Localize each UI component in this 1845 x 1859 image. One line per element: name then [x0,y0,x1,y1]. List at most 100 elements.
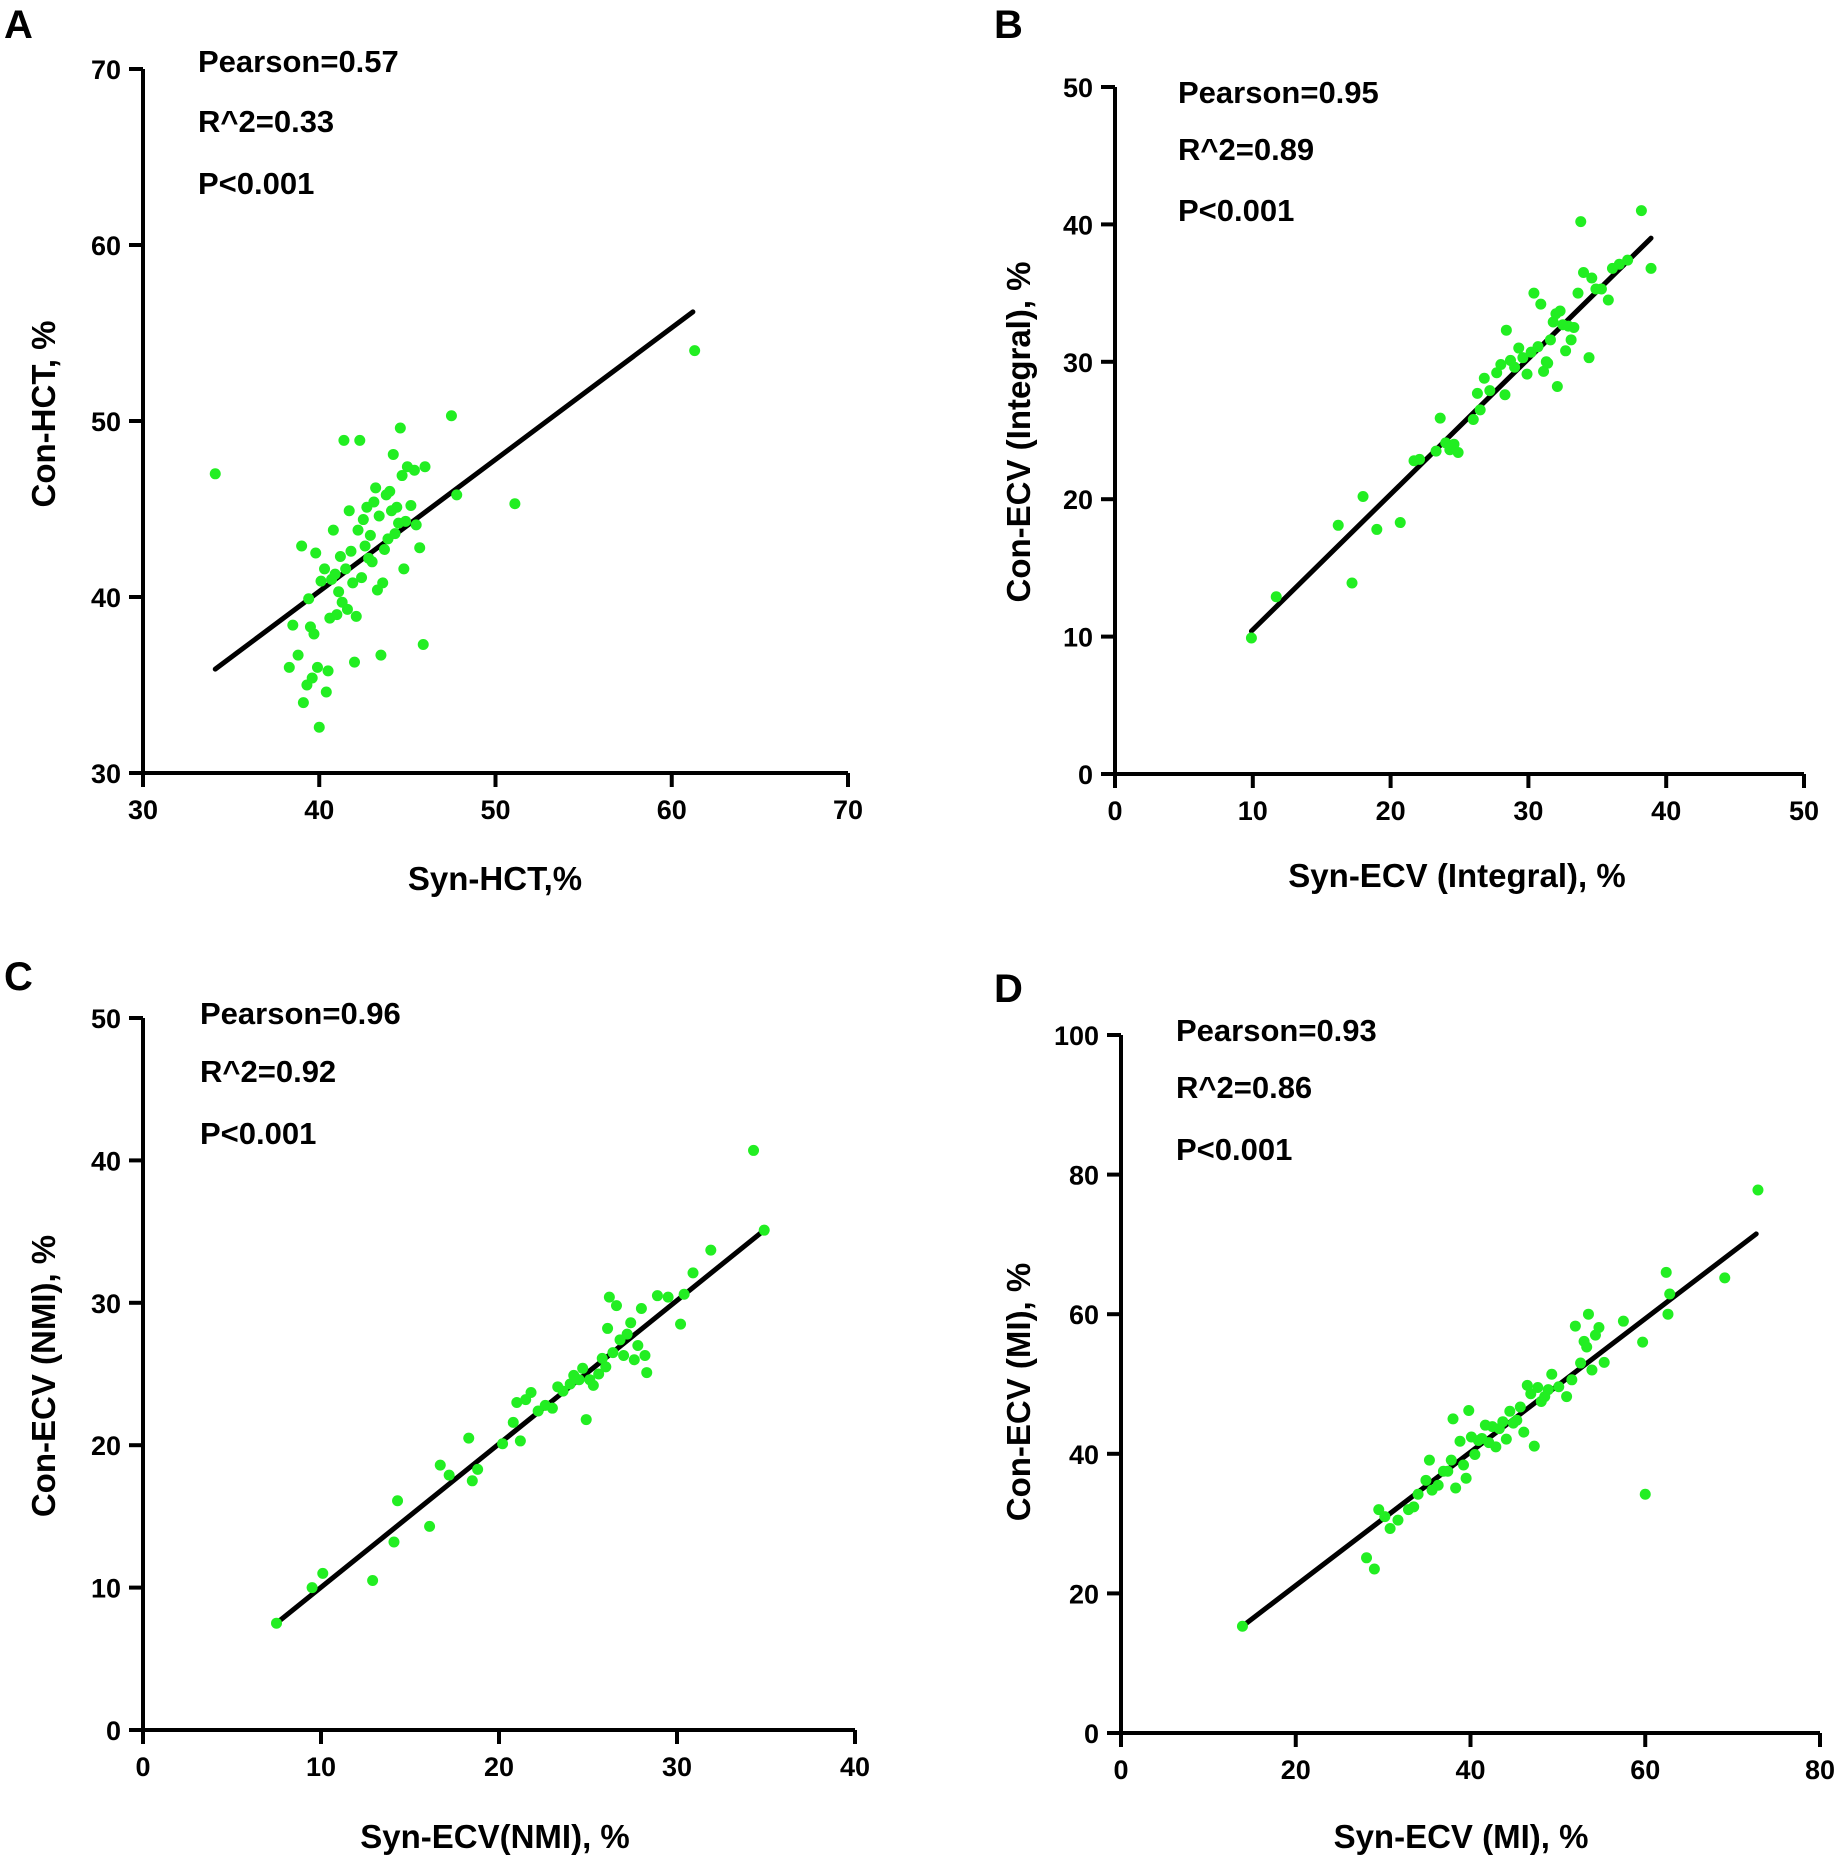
panel-a-data-point [349,656,360,668]
panel-b-pvalue: P<0.001 [1178,193,1294,228]
panel-a-data-point [345,545,357,557]
panel-c-data-point [317,1567,329,1579]
panel-a-data-point [350,610,362,622]
panel-a-data-point [334,551,346,563]
panel-d-data-point [1420,1474,1432,1486]
panel-c-data-point [463,1432,475,1444]
panel-a-data-point [315,575,327,587]
panel-d-letter: D [994,967,1023,1011]
panel-d-data-point [1639,1488,1651,1500]
panel-a-y-tick-label: 60 [91,231,121,261]
panel-d-data-point [1660,1266,1672,1278]
panel-a-data-point [322,665,334,677]
panel-b-y-tick-label: 30 [1063,348,1093,378]
panel-b-data-point [1572,287,1584,299]
panel-c-data-point [675,1318,687,1330]
panel-d-data-point [1719,1272,1731,1284]
panel-b-x-tick-label: 40 [1651,796,1681,826]
panel-d-x-tick-label: 60 [1630,1755,1660,1785]
panel-d-y-tick-label: 0 [1084,1719,1099,1749]
panel-b-x-tick-label: 0 [1107,796,1122,826]
panel-a-data-point [347,577,359,589]
panel-c-data-point [602,1322,614,1334]
panel-d-data-point [1637,1336,1649,1348]
panel-a-letter: A [4,3,33,47]
panel-a-data-point [387,448,399,460]
panel-d-data-point [1442,1465,1454,1477]
panel-c-data-point [564,1378,576,1390]
panel-a-data-point [310,547,322,559]
panel-c-data-point [596,1352,608,1364]
panel-a-data-point [451,489,463,501]
panel-b-data-point [1474,404,1486,416]
panel-d-data-point [1561,1391,1573,1403]
panel-c-data-point [641,1367,653,1379]
panel-c-data-point [639,1349,651,1361]
panel-a-data-point [389,528,401,540]
panel-c-data-point [511,1396,523,1408]
panel-c-data-point [466,1475,478,1487]
panel-d-data-point [1582,1308,1594,1320]
panel-b-data-point [1538,365,1550,377]
panel-b-x-tick-label: 30 [1513,796,1543,826]
panel-d-y-tick-label: 80 [1069,1161,1099,1191]
panel-b-regression-line [1248,235,1654,634]
panel-d-data-point [1752,1184,1764,1196]
panel-a-data-point [373,510,385,522]
panel-b-data-point [1394,517,1406,529]
panel-b-data-point [1575,216,1587,228]
panel-b-data-point [1532,341,1544,353]
panel-a-data-point [303,593,315,605]
panel-b-data-point [1622,254,1634,266]
panel-a-data-point [408,464,420,476]
panel-a-data-point [419,461,431,473]
panel-c-letter: C [4,955,33,999]
panel-a-data-point [370,482,382,494]
panel-c-data-point [557,1385,569,1397]
panel-d-y-tick-label: 20 [1069,1579,1099,1609]
panel-b-y-tick-label: 0 [1078,760,1093,790]
panel-a-data-point [378,543,390,555]
panel-a-data-point [306,672,318,684]
panel-b-data-point [1513,342,1525,354]
panel-b-data-point [1500,324,1512,336]
panel-a-data-point [445,410,457,422]
panel-d-y-tick-label: 60 [1069,1300,1099,1330]
panel-b-pearson: Pearson=0.95 [1178,75,1379,110]
panel-a-y-tick-label: 50 [91,407,121,437]
panel-c-data-point [748,1144,760,1156]
panel-d-data-point [1546,1368,1558,1380]
panel-c-y-tick-label: 0 [106,1716,121,1746]
panel-c-data-point [388,1536,400,1548]
panel-c-data-point [618,1349,630,1361]
panel-a-data-point [417,639,429,651]
panel-a-data-point [287,619,299,631]
panel-d-data-point [1662,1308,1674,1320]
panel-c-x-tick-label: 40 [840,1752,870,1782]
panel-c-data-point [367,1574,379,1586]
panel-a-data-point [308,628,320,640]
panel-b-data-point [1542,357,1554,369]
panel-a-y-tick-label: 40 [91,583,121,613]
panel-c-data-point [587,1379,599,1391]
panel-a-data-point [400,515,412,527]
panel-b-data-point [1448,438,1460,450]
panel-d-data-point [1460,1472,1472,1484]
panel-d-data-point [1384,1522,1396,1534]
panel-c-data-point [607,1347,619,1359]
panel-a-data-point [320,686,332,698]
panel-b-data-point [1517,352,1529,364]
panel-a-x-tick-label: 40 [304,795,334,825]
panel-c-plot-area: 0 10 20 30 40 0 10 20 30 40 50 [91,1004,870,1782]
panel-b-data-point [1586,272,1598,284]
panel-d-data-point [1598,1356,1610,1368]
panel-b-x-tick-label: 10 [1238,796,1268,826]
panel-d-data-point [1518,1426,1530,1438]
panel-d-data-point [1236,1620,1248,1632]
panel-b-data-point [1613,258,1625,270]
panel-a: A Pearson=0.57 R^2=0.33 P<0.001 Syn-HCT,… [4,3,863,897]
panel-a-plot-area: 30 40 50 60 70 30 40 50 60 70 [91,55,863,825]
panel-a-data-point [283,661,295,673]
panel-d-data-point [1593,1321,1605,1333]
